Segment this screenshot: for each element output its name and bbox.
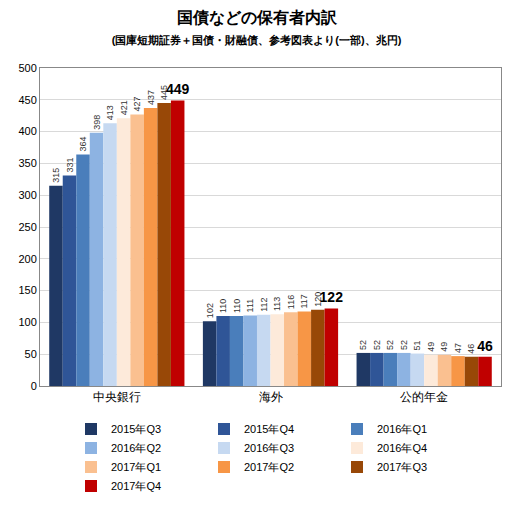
svg-text:50: 50 (25, 348, 37, 360)
svg-text:350: 350 (18, 157, 36, 169)
svg-text:449: 449 (166, 81, 190, 97)
svg-text:0: 0 (31, 380, 37, 392)
svg-text:国債などの保有者内訳(国庫短期証券＋国債・財融債、参考図表よ: 国債などの保有者内訳(国庫短期証券＋国債・財融債、参考図表より(一部)、兆円) (112, 9, 402, 47)
svg-text:111: 111 (245, 299, 255, 313)
svg-text:2016年Q3: 2016年Q3 (244, 442, 294, 454)
svg-text:2016年Q4: 2016年Q4 (377, 442, 427, 454)
svg-text:200: 200 (18, 253, 36, 265)
svg-text:437: 437 (146, 90, 156, 105)
svg-text:46: 46 (477, 338, 493, 354)
svg-text:100: 100 (18, 316, 36, 328)
svg-text:公的年金: 公的年金 (400, 390, 448, 404)
svg-text:445: 445 (159, 85, 169, 100)
svg-text:400: 400 (18, 125, 36, 137)
svg-text:2017年Q4: 2017年Q4 (111, 480, 161, 492)
svg-text:331: 331 (65, 157, 75, 172)
svg-text:413: 413 (105, 105, 115, 120)
svg-text:46: 46 (466, 344, 476, 354)
svg-text:49: 49 (426, 342, 436, 352)
svg-text:500: 500 (18, 62, 36, 74)
svg-text:2017年Q2: 2017年Q2 (244, 461, 294, 473)
svg-text:2015年Q4: 2015年Q4 (244, 423, 294, 435)
svg-text:120: 120 (313, 292, 323, 307)
svg-text:海外: 海外 (259, 390, 283, 404)
svg-text:52: 52 (385, 340, 395, 350)
svg-text:2016年Q2: 2016年Q2 (111, 442, 161, 454)
svg-text:364: 364 (78, 136, 88, 151)
svg-text:52: 52 (358, 340, 368, 350)
svg-text:315: 315 (51, 168, 61, 183)
svg-text:中央銀行: 中央銀行 (93, 390, 141, 404)
svg-text:421: 421 (119, 100, 129, 115)
svg-text:113: 113 (272, 297, 282, 311)
svg-text:2017年Q1: 2017年Q1 (111, 461, 161, 473)
svg-text:2017年Q3: 2017年Q3 (377, 461, 427, 473)
svg-text:110: 110 (232, 299, 242, 313)
svg-text:398: 398 (92, 115, 102, 130)
svg-text:52: 52 (399, 340, 409, 350)
svg-text:116: 116 (286, 295, 296, 309)
svg-text:112: 112 (259, 297, 269, 311)
svg-text:102: 102 (205, 303, 215, 318)
svg-text:427: 427 (132, 96, 142, 111)
svg-text:300: 300 (18, 189, 36, 201)
svg-text:47: 47 (453, 343, 463, 353)
svg-text:110: 110 (218, 299, 228, 313)
svg-text:2016年Q1: 2016年Q1 (377, 423, 427, 435)
svg-text:2015年Q3: 2015年Q3 (111, 423, 161, 435)
svg-text:49: 49 (439, 342, 449, 352)
svg-text:117: 117 (299, 294, 309, 308)
svg-text:51: 51 (412, 341, 422, 351)
svg-text:150: 150 (18, 284, 36, 296)
svg-text:52: 52 (372, 340, 382, 350)
svg-text:450: 450 (18, 94, 36, 106)
svg-text:250: 250 (18, 221, 36, 233)
svg-text:122: 122 (320, 289, 344, 305)
